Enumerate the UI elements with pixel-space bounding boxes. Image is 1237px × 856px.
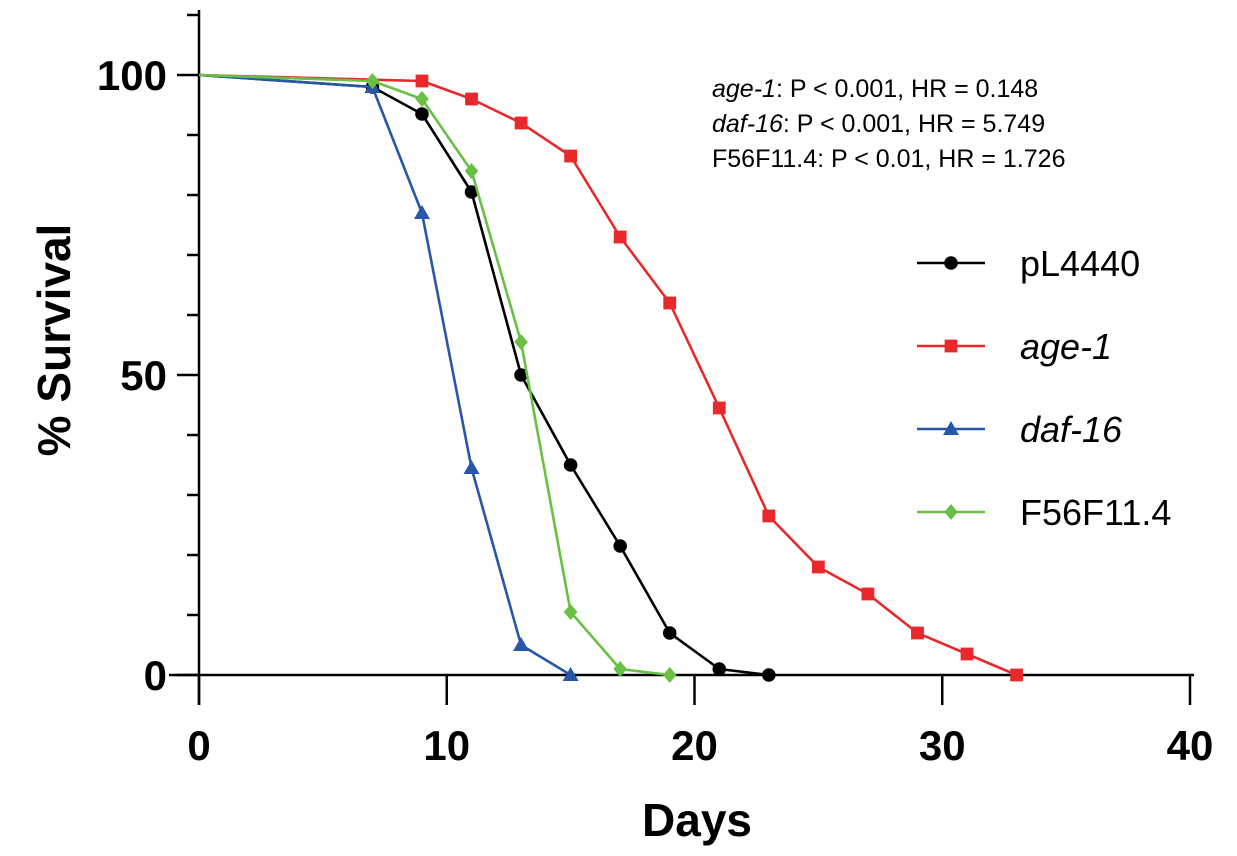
legend-marker — [944, 256, 958, 270]
data-point — [415, 74, 429, 88]
x-axis-title: Days — [642, 794, 752, 846]
data-point — [911, 626, 924, 640]
data-point — [663, 296, 677, 310]
series-daf-16 — [198, 73, 579, 681]
legend: pL4440 age-1 daf-16 F56F11.4 — [917, 243, 1171, 533]
annotation-gene: daf-16 — [712, 110, 783, 138]
data-point — [1010, 668, 1023, 682]
x-tick-label: 40 — [1167, 722, 1214, 769]
data-point — [662, 626, 677, 640]
data-point — [662, 667, 677, 683]
ticks: 0 50 100 0 10 20 30 40 — [97, 13, 1214, 769]
data-point — [762, 668, 776, 682]
data-point — [613, 539, 627, 553]
axes — [169, 10, 1194, 705]
data-point — [762, 509, 776, 523]
data-point — [513, 637, 530, 651]
data-point — [413, 205, 430, 219]
legend-label: age-1 — [1020, 326, 1112, 367]
data-point — [712, 401, 726, 415]
data-point — [712, 662, 727, 676]
data-point — [563, 458, 578, 472]
stats-annotation: daf-16: P < 0.001, HR = 5.749 — [712, 110, 1045, 138]
y-tick-label: 0 — [144, 652, 167, 699]
legend-marker — [944, 339, 958, 353]
series-age-1 — [198, 73, 1023, 682]
annotation-gene: F56F11.4 — [712, 145, 817, 173]
y-axis-title: % Survival — [28, 224, 80, 457]
annotation-stats: : P < 0.01, HR = 1.726 — [817, 145, 1065, 173]
y-tick-label: 50 — [120, 352, 167, 399]
legend-label: pL4440 — [1020, 243, 1140, 284]
x-tick-label: 30 — [919, 722, 966, 769]
legend-entry: age-1 — [917, 326, 1112, 367]
stats-annotation: F56F11.4: P < 0.01, HR = 1.726 — [712, 145, 1065, 173]
annotation-stats: : P < 0.001, HR = 5.749 — [783, 110, 1045, 138]
legend-marker — [944, 504, 958, 520]
series-line — [198, 73, 769, 677]
series-f56f11-4 — [198, 73, 677, 683]
data-point — [514, 368, 528, 382]
data-point — [514, 334, 528, 350]
data-point — [811, 560, 825, 574]
legend-marker — [943, 421, 959, 435]
data-point — [563, 604, 578, 620]
legend-entry: pL4440 — [917, 243, 1140, 284]
data-point — [861, 587, 875, 601]
legend-entry: daf-16 — [917, 409, 1123, 450]
data-point — [415, 91, 429, 107]
series — [198, 73, 1023, 683]
data-point — [365, 73, 380, 89]
data-point — [514, 116, 528, 130]
data-point — [564, 149, 578, 163]
legend-label: F56F11.4 — [1020, 492, 1171, 533]
legend-label: daf-16 — [1020, 409, 1123, 450]
data-point — [960, 647, 974, 661]
x-tick-label: 0 — [187, 722, 210, 769]
series-pl4440 — [198, 73, 776, 682]
series-line — [198, 73, 670, 677]
data-point — [415, 107, 429, 121]
series-line — [198, 73, 572, 677]
data-point — [613, 230, 627, 244]
x-tick-label: 20 — [671, 722, 718, 769]
stats-annotation: age-1: P < 0.001, HR = 0.148 — [712, 75, 1038, 103]
x-tick-label: 10 — [423, 722, 470, 769]
data-point — [562, 667, 579, 681]
data-point — [613, 661, 627, 677]
y-tick-label: 100 — [97, 52, 167, 99]
data-point — [463, 460, 480, 474]
annotation-stats: : P < 0.001, HR = 0.148 — [776, 75, 1038, 103]
series-line — [198, 73, 1018, 677]
data-point — [464, 163, 479, 179]
data-point — [465, 92, 478, 106]
annotation-gene: age-1 — [712, 75, 776, 103]
legend-entry: F56F11.4 — [917, 492, 1171, 533]
data-point — [464, 185, 479, 199]
